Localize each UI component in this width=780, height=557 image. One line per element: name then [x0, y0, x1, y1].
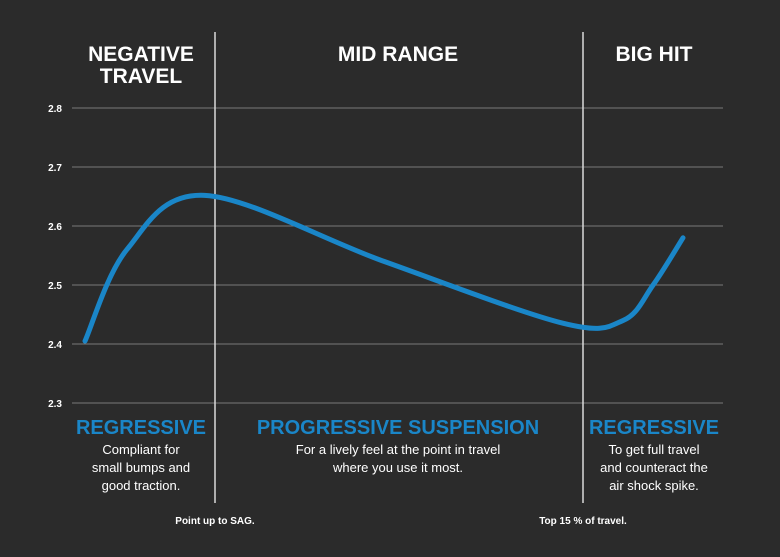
region-titles: NEGATIVE TRAVEL MID RANGE BIG HIT — [88, 43, 693, 88]
region-title-mid-range: MID RANGE — [338, 43, 458, 66]
region-label-mid-range: PROGRESSIVE SUSPENSION — [257, 417, 539, 439]
region-description-mid-line-2: where you use it most. — [332, 460, 463, 475]
region-label-negative: REGRESSIVE — [76, 417, 206, 439]
region-label-big-hit: REGRESSIVE — [589, 417, 719, 439]
region-description-big-hit-line-2: and counteract the — [600, 460, 708, 475]
y-tick-label-2.5: 2.5 — [48, 281, 62, 292]
region-description-big-hit-line-3: air shock spike. — [609, 478, 699, 493]
region-title-negative-line-2: TRAVEL — [100, 65, 183, 88]
gridlines — [72, 107, 723, 404]
y-tick-label-2.6: 2.6 — [48, 222, 62, 233]
region-description-negative-line-2: small bumps and — [92, 460, 190, 475]
region-description-negative-line-3: good traction. — [102, 478, 181, 493]
region-description-negative-line-1: Compliant for — [102, 442, 180, 457]
y-axis-ticks: 2.8 2.7 2.6 2.5 2.4 2.3 — [48, 104, 62, 410]
marker-sag: Point up to SAG. — [175, 516, 255, 527]
progression-curve — [82, 192, 686, 344]
y-tick-label-2.4: 2.4 — [48, 340, 62, 351]
region-title-big-hit: BIG HIT — [616, 43, 693, 66]
region-descriptions: REGRESSIVE Compliant for small bumps and… — [76, 417, 719, 493]
y-tick-label-2.7: 2.7 — [48, 163, 62, 174]
travel-markers: Point up to SAG. Top 15 % of travel. — [175, 516, 627, 527]
region-description-big-hit-line-1: To get full travel — [608, 442, 699, 457]
marker-top-travel: Top 15 % of travel. — [539, 516, 627, 527]
y-tick-label-2.3: 2.3 — [48, 399, 62, 410]
y-tick-label-2.8: 2.8 — [48, 104, 62, 115]
region-description-mid-line-1: For a lively feel at the point in travel — [296, 442, 501, 457]
region-title-negative-line-1: NEGATIVE — [88, 43, 194, 66]
